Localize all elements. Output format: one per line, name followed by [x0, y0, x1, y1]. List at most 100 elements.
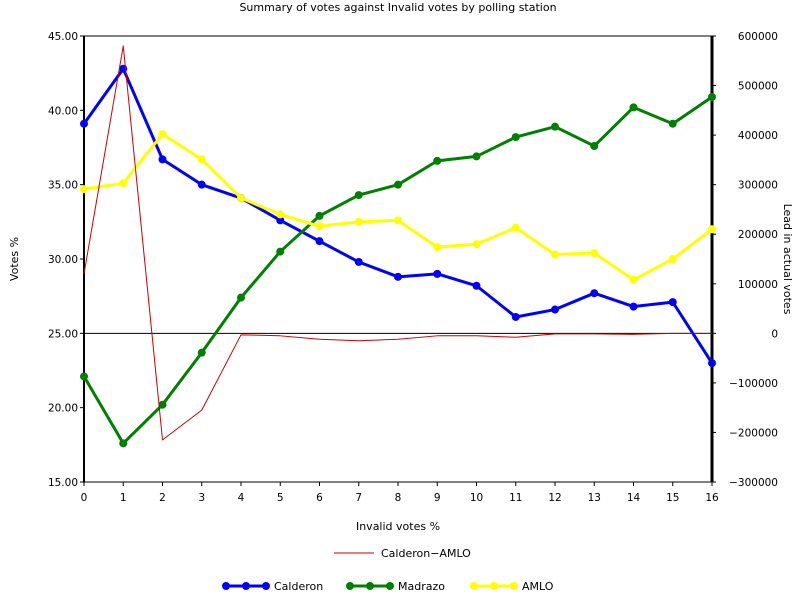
data-point-madrazo — [80, 372, 88, 381]
x-tick-label: 14 — [627, 492, 641, 504]
data-point-madrazo — [315, 211, 324, 220]
chart-title: Summary of votes against Invalid votes b… — [239, 1, 556, 14]
y-right-tick-label: 100000 — [738, 279, 778, 291]
x-tick-label: 3 — [198, 492, 205, 504]
legend: Calderon−AMLO Calderon Madrazo AMLO — [222, 547, 554, 593]
x-tick-label: 7 — [355, 492, 362, 504]
legend-label: Calderon−AMLO — [381, 547, 471, 560]
data-point-madrazo — [158, 400, 167, 409]
legend-marker-calderon — [262, 582, 270, 590]
data-point-madrazo — [197, 348, 206, 357]
x-tick-label: 15 — [666, 492, 679, 504]
y-left-tick-label: 35.00 — [48, 180, 78, 192]
legend-marker-calderon — [222, 582, 230, 590]
data-point-madrazo — [551, 122, 559, 131]
data-point-amlo — [197, 155, 206, 164]
data-point-calderon — [629, 302, 638, 311]
legend-marker-calderon — [242, 582, 250, 590]
axes: 15.00 20.00 25.00 30.00 35.00 40.00 45.00 −3000… — [48, 31, 778, 504]
data-point-calderon — [394, 272, 402, 281]
x-tick-label: 12 — [548, 492, 561, 504]
legend-label: Madrazo — [398, 580, 445, 593]
x-tick-label: 16 — [705, 492, 719, 504]
data-point-amlo — [590, 249, 599, 258]
data-point-amlo — [315, 222, 324, 231]
x-tick-label: 5 — [277, 492, 284, 504]
data-point-amlo — [237, 194, 245, 203]
data-point-calderon — [472, 281, 481, 290]
data-point-madrazo — [276, 247, 285, 256]
y-right-tick-label: 300000 — [738, 180, 778, 192]
y-axis-left-label: Votes % — [8, 237, 21, 281]
data-point-calderon — [158, 155, 167, 164]
data-point-calderon — [511, 312, 520, 321]
legend-label: AMLO — [522, 580, 554, 593]
data-point-madrazo — [472, 152, 481, 161]
data-point-amlo — [472, 240, 481, 249]
x-tick-label: 4 — [238, 492, 245, 504]
data-point-amlo — [629, 275, 638, 284]
data-point-madrazo — [119, 439, 128, 448]
data-point-amlo — [551, 250, 559, 259]
data-point-calderon — [276, 216, 285, 225]
x-tick-label: 1 — [120, 492, 127, 504]
data-point-amlo — [708, 225, 716, 234]
y-right-tick-label: 400000 — [738, 130, 778, 142]
y-right-tick-label: 200000 — [738, 229, 778, 241]
x-tick-label: 8 — [395, 492, 402, 504]
x-tick-label: 6 — [316, 492, 323, 504]
legend-marker-madrazo — [386, 582, 394, 590]
y-left-tick-label: 25.00 — [48, 328, 78, 340]
y-left-tick-label: 45.00 — [48, 31, 78, 43]
data-point-amlo — [668, 255, 677, 263]
data-point-amlo — [354, 217, 363, 226]
data-point-calderon — [668, 298, 677, 307]
data-point-madrazo — [394, 180, 402, 189]
y-left-tick-label: 40.00 — [48, 105, 78, 117]
data-point-amlo — [511, 223, 520, 232]
legend-marker-amlo — [470, 582, 478, 590]
plot-frame — [83, 35, 713, 483]
data-point-madrazo — [629, 103, 638, 112]
x-tick-label: 11 — [509, 492, 522, 504]
y-right-tick-label: −200000 — [729, 427, 778, 439]
data-point-amlo — [158, 130, 167, 139]
legend-label: Calderon — [274, 580, 323, 593]
data-point-amlo — [80, 185, 88, 194]
x-tick-label: 10 — [470, 492, 483, 504]
legend-marker-madrazo — [366, 582, 374, 590]
series-line-calderon-amlo — [83, 45, 712, 441]
data-point-madrazo — [708, 92, 716, 101]
data-point-amlo — [394, 216, 402, 225]
data-point-calderon — [80, 119, 88, 128]
data-point-madrazo — [433, 156, 442, 165]
data-point-madrazo — [511, 133, 520, 142]
data-point-calderon — [433, 269, 442, 278]
y-axis-right-label: Lead in actual votes — [781, 204, 794, 315]
legend-marker-amlo — [490, 582, 498, 590]
x-tick-label: 0 — [81, 492, 88, 504]
legend-marker-amlo — [510, 582, 518, 590]
data-point-madrazo — [354, 191, 363, 200]
data-point-madrazo — [668, 119, 677, 128]
x-tick-label: 2 — [159, 492, 166, 504]
y-right-tick-label: −100000 — [729, 378, 778, 390]
data-point-calderon — [708, 359, 716, 368]
legend-marker-madrazo — [346, 582, 354, 590]
y-left-tick-label: 30.00 — [48, 254, 78, 266]
data-point-madrazo — [590, 142, 599, 151]
data-point-amlo — [119, 179, 128, 188]
data-point-calderon — [315, 237, 324, 246]
data-point-calderon — [197, 180, 206, 189]
data-point-madrazo — [237, 293, 245, 302]
y-right-tick-label: 500000 — [738, 81, 778, 93]
y-left-tick-label: 20.00 — [48, 403, 78, 415]
y-right-tick-label: 0 — [771, 328, 778, 340]
x-tick-label: 9 — [434, 492, 441, 504]
data-point-amlo — [276, 210, 285, 219]
data-point-amlo — [433, 243, 442, 252]
y-left-tick-label: 15.00 — [48, 477, 78, 489]
y-right-tick-label: −300000 — [729, 477, 778, 489]
data-point-calderon — [354, 257, 363, 266]
